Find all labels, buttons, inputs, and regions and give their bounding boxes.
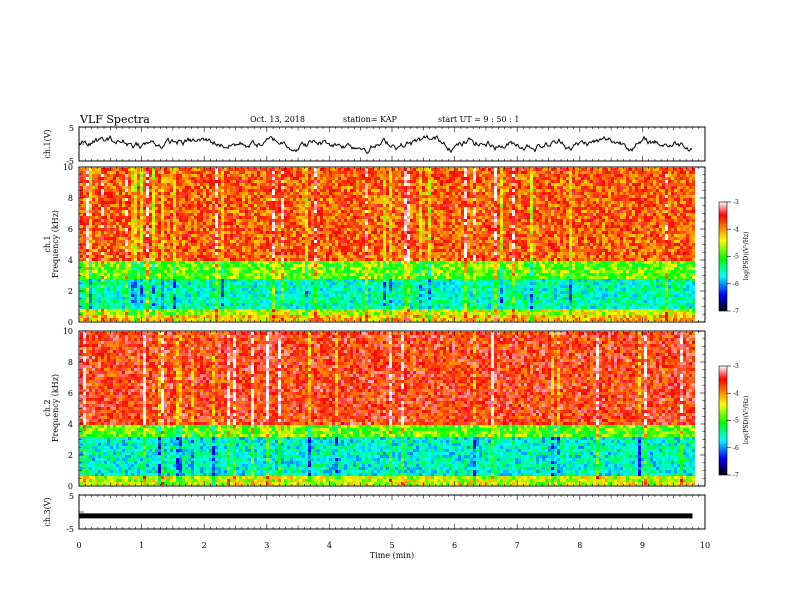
x-tick-label: 3 [264, 541, 269, 550]
y-tick-label: 10 [63, 327, 73, 336]
y-tick-label: 0 [68, 318, 73, 327]
y-tick-label: 2 [68, 287, 73, 296]
ch2-spectrogram-heatmap [80, 332, 695, 485]
figure-title: VLF Spectra [79, 113, 150, 126]
colorbar-tick-label: -3 [733, 363, 739, 370]
colorbar-tick-label: -7 [733, 308, 739, 315]
y-tick-label: 4 [68, 420, 73, 429]
colorbar-tick-label: -3 [733, 199, 739, 206]
x-tick-label: 6 [452, 541, 457, 550]
x-tick-label: 10 [700, 541, 710, 550]
colorbar-tick-label: -4 [733, 226, 739, 233]
station-label: station= KAP [343, 115, 398, 124]
y-tick-label: 6 [68, 389, 73, 398]
ch2-freq-ylabel: Frequency (kHz) [51, 374, 60, 442]
colorbar-tick-label: -5 [733, 254, 739, 261]
x-tick-label: 8 [577, 541, 582, 550]
y-tick-label: 4 [68, 256, 73, 265]
x-tick-label: 2 [202, 541, 207, 550]
x-tick-label: 7 [515, 541, 520, 550]
ch1-freq-ylabel: Frequency (kHz) [51, 210, 60, 278]
ch3-waveform-panel [79, 495, 705, 529]
x-axis-label: Time (min) [370, 551, 414, 560]
colorbar-tick-label: -5 [733, 418, 739, 425]
ch3-ylabel: ch.3(V) [43, 497, 52, 526]
start-time-label: start UT = 9 : 50 : 1 [438, 115, 519, 124]
date-label: Oct. 13, 2018 [250, 115, 305, 124]
colorbar-ticks: -3 -4 -5 -6 -7 -3 -4 -5 -6 -7 [727, 199, 739, 479]
y-tick-label: -5 [66, 525, 74, 534]
ch1-colorbar-label: log(PSD)(V²/Hz) [743, 232, 750, 281]
y-tick-label: 2 [68, 451, 73, 460]
y-tick-label: 8 [68, 194, 73, 203]
ch2-colorbar-label: log(PSD)(V²/Hz) [743, 396, 750, 445]
y-tick-label: 10 [63, 163, 73, 172]
colorbar-tick-label: -4 [733, 390, 739, 397]
x-tick-label: 5 [389, 541, 394, 550]
ch1-ylabel: ch.1(V) [43, 129, 52, 158]
x-tick-label: 0 [76, 541, 81, 550]
colorbar-tick-label: -6 [733, 281, 739, 288]
x-tick-label: 4 [327, 541, 332, 550]
colorbar-tick-label: -6 [733, 445, 739, 452]
x-tick-label: 1 [139, 541, 144, 550]
y-tick-label: 6 [68, 225, 73, 234]
y-tick-label: 5 [69, 124, 74, 133]
colorbar-tick-label: -7 [733, 472, 739, 479]
y-tick-label: 0 [68, 482, 73, 491]
y-tick-label: 8 [68, 358, 73, 367]
y-tick-label: 5 [69, 492, 74, 501]
x-tick-label: 9 [640, 541, 645, 550]
ch1-spectrogram-heatmap [80, 168, 695, 321]
ch1-waveform-panel [79, 127, 705, 161]
